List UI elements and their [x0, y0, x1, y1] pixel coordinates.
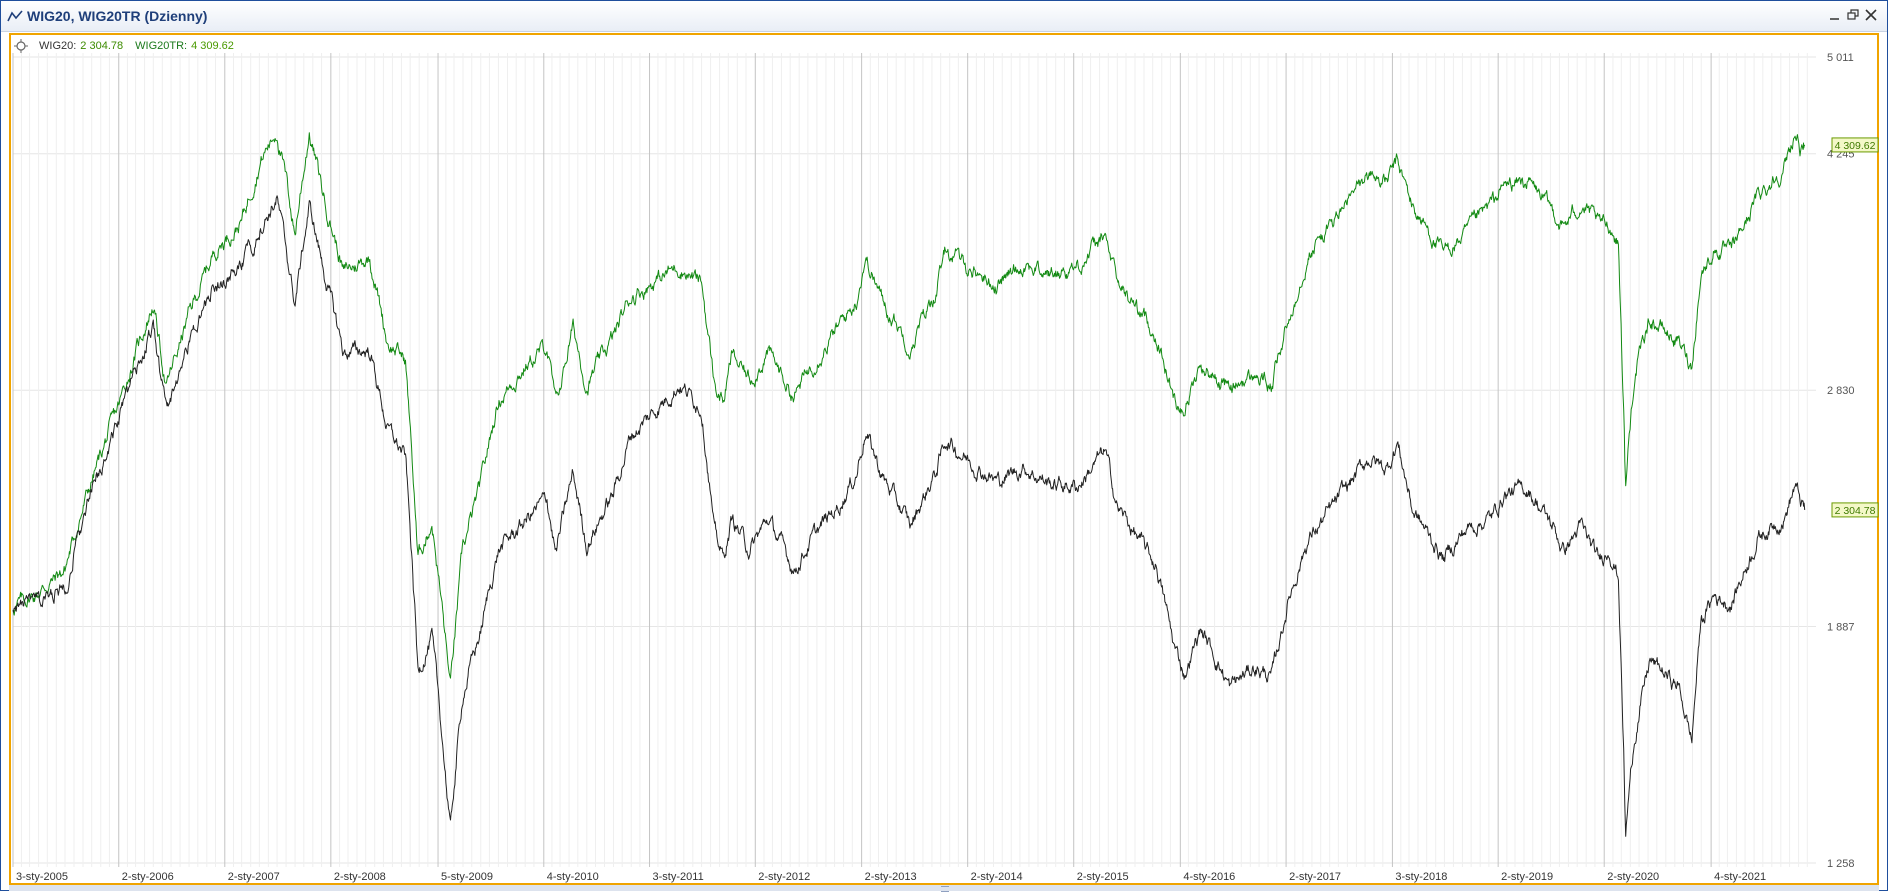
x-tick-label: 2-sty-2006	[122, 871, 174, 883]
legend-wig20tr-name: WIG20TR:	[135, 40, 188, 52]
horizontal-scrollbar[interactable]	[9, 885, 1879, 891]
x-tick-label: 2-sty-2008	[334, 871, 386, 883]
legend-wig20-name: WIG20:	[39, 40, 77, 52]
y-tick-label: 2 830	[1827, 385, 1855, 397]
last-value-label-wig20: 2 304.78	[1835, 505, 1876, 517]
x-tick-label: 2-sty-2013	[865, 871, 917, 883]
last-value-label-wig20tr: 4 309.62	[1835, 140, 1876, 152]
y-tick-label: 1 887	[1827, 622, 1855, 634]
x-tick-label: 3-sty-2011	[653, 871, 704, 883]
x-tick-label: 2-sty-2017	[1289, 871, 1341, 883]
x-tick-label: 4-sty-2016	[1183, 871, 1235, 883]
x-tick-label: 3-sty-2005	[16, 871, 68, 883]
y-tick-label: 5 011	[1827, 52, 1854, 64]
x-tick-label: 4-sty-2021	[1714, 871, 1766, 883]
x-tick-label: 2-sty-2007	[228, 871, 280, 883]
last-value-tag-wig20tr	[1831, 137, 1879, 153]
close-icon[interactable]	[1863, 7, 1879, 23]
x-tick-label: 2-sty-2014	[971, 871, 1023, 883]
chart-line-icon	[7, 10, 23, 22]
last-value-tag-wig20	[1831, 502, 1879, 518]
series-line-wig20tr	[12, 132, 1806, 679]
y-tick-label: 1 258	[1827, 858, 1855, 870]
x-tick-label: 4-sty-2010	[547, 871, 599, 883]
legend-wig20-value: 2 304.78	[80, 40, 124, 52]
window-title: WIG20, WIG20TR (Dzienny)	[27, 8, 208, 24]
minimize-icon[interactable]	[1827, 7, 1843, 23]
x-tick-label: 5-sty-2009	[441, 871, 493, 883]
x-tick-label: 3-sty-2018	[1395, 871, 1447, 883]
legend: WIG20: 2 304.78 WIG20TR: 4 309.62	[13, 38, 234, 54]
x-tick-label: 2-sty-2015	[1077, 871, 1129, 883]
title-bar[interactable]: WIG20, WIG20TR (Dzienny)	[1, 1, 1887, 32]
x-tick-label: 2-sty-2020	[1607, 871, 1659, 883]
resize-grip-icon[interactable]	[941, 886, 949, 892]
crosshair-icon[interactable]	[13, 38, 29, 54]
series-line-wig20	[12, 195, 1806, 837]
x-tick-label: 2-sty-2019	[1501, 871, 1553, 883]
x-tick-label: 2-sty-2012	[758, 871, 810, 883]
restore-icon[interactable]	[1845, 7, 1861, 23]
legend-wig20tr-value: 4 309.62	[191, 40, 234, 52]
